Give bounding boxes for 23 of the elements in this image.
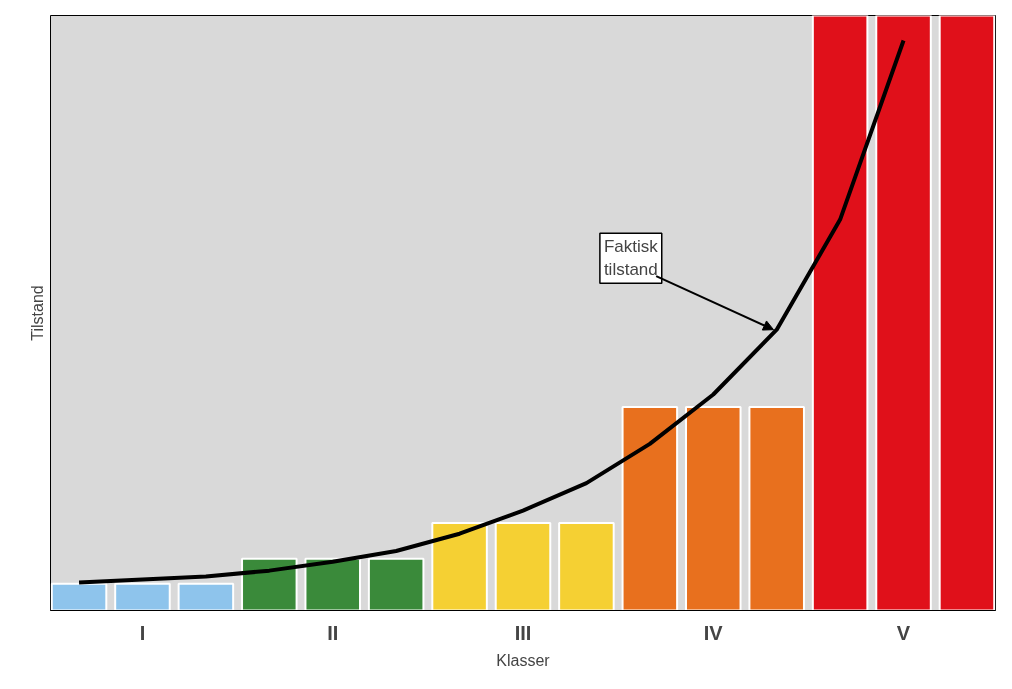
x-tick-label: IV [703, 621, 724, 644]
x-tick-label: V [896, 621, 911, 644]
x-axis-title: Klasser [496, 651, 551, 669]
bar [241, 557, 298, 611]
bar [431, 522, 488, 611]
x-tick-label: III [514, 621, 532, 644]
bar [304, 557, 361, 611]
annotation: Faktisk tilstand [603, 237, 659, 280]
bar [621, 406, 679, 611]
bar [50, 582, 108, 611]
x-tick-label: I [139, 621, 146, 644]
bar [558, 522, 615, 611]
bar [494, 522, 552, 611]
x-tick-label: II [327, 621, 339, 644]
y-axis-title: Tilstand [28, 285, 46, 341]
bar [875, 15, 932, 611]
bar [748, 406, 805, 611]
bar [685, 406, 742, 611]
bar [367, 557, 425, 611]
bar [811, 15, 869, 611]
bar [938, 15, 996, 611]
bar [114, 582, 171, 611]
bar [177, 582, 235, 611]
